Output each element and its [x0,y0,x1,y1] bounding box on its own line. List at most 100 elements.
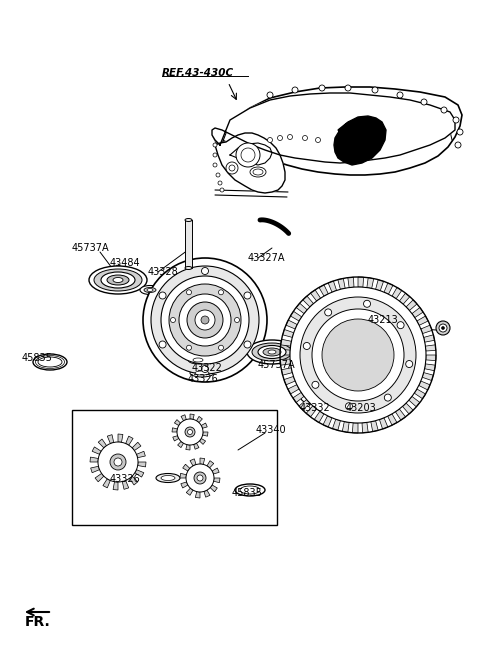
Circle shape [187,345,192,350]
Ellipse shape [301,391,339,405]
Polygon shape [348,277,354,288]
Ellipse shape [268,350,276,354]
Polygon shape [375,280,384,291]
Circle shape [179,294,231,346]
Polygon shape [412,307,423,318]
Circle shape [292,87,298,93]
Polygon shape [215,133,285,193]
Circle shape [363,300,371,307]
Polygon shape [371,421,378,432]
Circle shape [319,85,325,91]
Circle shape [170,318,176,322]
Text: 43484: 43484 [110,258,141,268]
Polygon shape [303,296,313,307]
Circle shape [213,143,217,147]
Circle shape [161,276,249,364]
Polygon shape [296,303,307,314]
Polygon shape [406,300,417,310]
Bar [72,410,277,525]
Polygon shape [342,422,349,432]
Circle shape [187,290,192,295]
Ellipse shape [144,288,156,293]
Polygon shape [200,458,204,464]
Ellipse shape [188,356,208,364]
Circle shape [213,153,217,157]
Circle shape [226,162,238,174]
Ellipse shape [252,343,292,361]
Polygon shape [136,451,145,458]
Polygon shape [172,428,177,432]
Circle shape [324,309,332,316]
Polygon shape [388,414,397,425]
Polygon shape [284,377,295,385]
Circle shape [453,117,459,123]
Circle shape [201,316,209,324]
Ellipse shape [247,340,297,364]
Polygon shape [91,466,99,473]
Text: 43326: 43326 [188,374,219,384]
Text: 43203: 43203 [346,403,377,413]
Circle shape [218,345,224,350]
Text: 43213: 43213 [368,315,399,325]
Polygon shape [207,460,214,468]
Circle shape [216,173,220,177]
Circle shape [114,458,122,466]
Polygon shape [403,403,413,414]
Ellipse shape [185,267,192,269]
Ellipse shape [33,354,67,370]
Circle shape [187,302,223,338]
Circle shape [315,138,321,143]
Polygon shape [417,316,428,326]
Polygon shape [367,278,374,288]
Circle shape [159,341,166,348]
Ellipse shape [355,394,375,402]
Polygon shape [314,411,324,422]
Ellipse shape [38,357,62,367]
Polygon shape [280,359,290,365]
Polygon shape [281,368,292,375]
Ellipse shape [101,272,135,288]
Text: 43322: 43322 [192,363,223,373]
Polygon shape [103,479,110,488]
Polygon shape [195,492,200,498]
Ellipse shape [185,219,192,221]
Text: 45835: 45835 [22,353,53,363]
Polygon shape [199,438,205,444]
Circle shape [213,163,217,167]
Circle shape [169,284,241,356]
Circle shape [384,394,391,401]
Polygon shape [181,482,188,488]
Polygon shape [426,355,436,361]
Polygon shape [283,329,294,337]
Circle shape [372,87,378,93]
Circle shape [194,472,206,484]
Polygon shape [186,488,193,495]
Polygon shape [113,481,118,490]
Polygon shape [181,415,186,421]
Polygon shape [173,436,179,441]
Polygon shape [299,400,310,410]
Polygon shape [135,470,144,477]
Circle shape [185,427,195,437]
Ellipse shape [258,345,286,358]
Circle shape [267,138,273,143]
Circle shape [177,419,203,445]
Circle shape [406,360,413,367]
Circle shape [457,129,463,135]
Circle shape [244,341,251,348]
Polygon shape [190,414,194,419]
Polygon shape [212,93,455,163]
Circle shape [195,310,215,330]
Polygon shape [183,464,190,471]
Polygon shape [213,87,462,175]
Circle shape [220,188,224,192]
Ellipse shape [147,288,153,291]
Polygon shape [203,432,208,436]
Polygon shape [384,283,393,294]
Ellipse shape [263,348,281,356]
Ellipse shape [161,476,175,481]
Polygon shape [392,288,402,299]
Polygon shape [319,285,328,296]
Polygon shape [290,311,302,321]
Circle shape [346,403,352,410]
